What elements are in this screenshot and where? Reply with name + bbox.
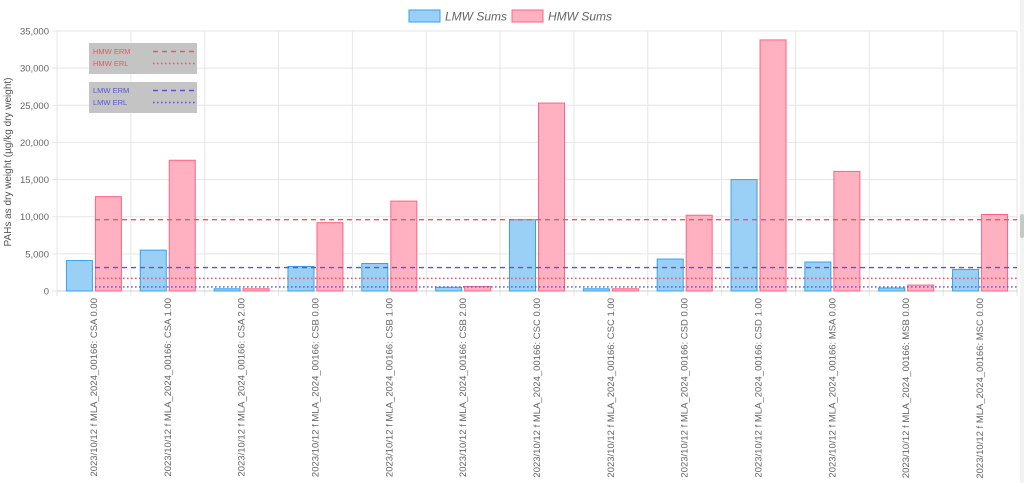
- reference-box-bg: [89, 43, 197, 74]
- hmw-bar[interactable]: [464, 286, 492, 292]
- x-category-label: 2023/10/12 f MLA_2024_00166: CSB 2.00: [458, 298, 469, 477]
- lmw-bar[interactable]: [952, 268, 980, 292]
- reference-box-label: LMW ERL: [93, 98, 127, 107]
- legend-item-hmw[interactable]: HMW Sums: [511, 9, 612, 24]
- lmw-bar[interactable]: [139, 249, 167, 292]
- x-category-label: 2023/10/12 f MLA_2024_00166: CSD 1.00: [754, 298, 765, 478]
- x-category-label: 2023/10/12 f MLA_2024_00166: CSA 1.00: [163, 298, 174, 477]
- lmw-bar[interactable]: [804, 261, 832, 292]
- x-tick-labels: 2023/10/12 f MLA_2024_00166: CSA 0.00 202…: [89, 298, 986, 479]
- y-tick-label: 15,000: [20, 175, 49, 186]
- y-tick-label: 35,000: [20, 27, 49, 38]
- legend-label: LMW Sums: [445, 10, 507, 24]
- hmw-bar[interactable]: [316, 222, 344, 292]
- reference-box-hmw: HMW ERM HMW ERL: [89, 43, 197, 74]
- reference-box-label: LMW ERM: [93, 86, 129, 95]
- hmw-bar[interactable]: [759, 39, 787, 292]
- x-category-label: 2023/10/12 f MLA_2024_00166: MSB 0.00: [901, 298, 912, 478]
- legend-label: HMW Sums: [548, 10, 612, 24]
- y-tick-label: 5,000: [25, 249, 49, 260]
- y-tick-label: 20,000: [20, 138, 49, 149]
- reference-box-label: HMW ERL: [93, 59, 128, 68]
- y-tick-label: 10,000: [20, 212, 49, 223]
- legend[interactable]: LMW Sums HMW Sums: [408, 9, 612, 24]
- lmw-bar[interactable]: [65, 260, 93, 292]
- y-axis-title: PAHs as dry weight (µg/kg dry weight): [3, 78, 14, 247]
- hmw-bar[interactable]: [981, 213, 1009, 292]
- lmw-bar[interactable]: [582, 288, 610, 292]
- x-category-label: 2023/10/12 f MLA_2024_00166: MSA 0.00: [827, 298, 838, 478]
- hmw-bar[interactable]: [833, 170, 861, 292]
- legend-swatch: [511, 9, 544, 23]
- x-category-label: 2023/10/12 f MLA_2024_00166: CSA 0.00: [89, 298, 100, 477]
- scrollbar-track[interactable]: [1020, 0, 1024, 483]
- lmw-bar[interactable]: [435, 286, 463, 292]
- legend-swatch: [408, 9, 441, 23]
- hmw-bar[interactable]: [168, 159, 196, 292]
- lmw-bar[interactable]: [878, 287, 906, 292]
- lmw-bar[interactable]: [213, 288, 241, 292]
- x-category-label: 2023/10/12 f MLA_2024_00166: CSB 0.00: [310, 298, 321, 477]
- hmw-bar[interactable]: [685, 214, 713, 292]
- reference-lines-layer: [95, 218, 1017, 288]
- lmw-bar[interactable]: [656, 258, 684, 292]
- x-category-label: 2023/10/12 f MLA_2024_00166: MSC 0.00: [975, 298, 986, 479]
- hmw-bar[interactable]: [242, 288, 270, 292]
- grid-layer: [56, 30, 1018, 296]
- hmw-bar[interactable]: [390, 200, 418, 292]
- y-tick-label: 0: [44, 287, 49, 298]
- x-category-label: 2023/10/12 f MLA_2024_00166: CSD 0.00: [680, 298, 691, 478]
- scrollbar-thumb[interactable]: [1020, 214, 1024, 238]
- reference-box-lmw: LMW ERM LMW ERL: [89, 82, 197, 113]
- y-tick-labels: 0 5,000 10,000 15,000 20,000 25,000 30,000 35,0…: [20, 27, 49, 298]
- hmw-bar[interactable]: [907, 284, 935, 292]
- hmw-bar[interactable]: [94, 196, 122, 292]
- reference-legend-boxes: HMW ERM HMW ERL LMW ERM LMW ERL: [89, 43, 197, 113]
- x-category-label: 2023/10/12 f MLA_2024_00166: CSB 1.00: [384, 298, 395, 477]
- lmw-bar[interactable]: [730, 179, 758, 292]
- x-category-label: 2023/10/12 f MLA_2024_00166: CSC 1.00: [606, 298, 617, 478]
- reference-box-label: HMW ERM: [93, 47, 131, 56]
- lmw-bar[interactable]: [509, 219, 536, 292]
- hmw-bar[interactable]: [538, 102, 565, 292]
- reference-box-bg: [89, 82, 197, 113]
- y-tick-label: 30,000: [20, 64, 49, 75]
- y-tick-label: 25,000: [20, 101, 49, 112]
- bars-layer: [65, 39, 1009, 292]
- legend-item-lmw[interactable]: LMW Sums: [408, 9, 507, 24]
- hmw-bar[interactable]: [611, 288, 639, 292]
- x-category-label: 2023/10/12 f MLA_2024_00166: CSA 2.00: [237, 298, 248, 477]
- x-category-label: 2023/10/12 f MLA_2024_00166: CSC 0.00: [532, 298, 543, 478]
